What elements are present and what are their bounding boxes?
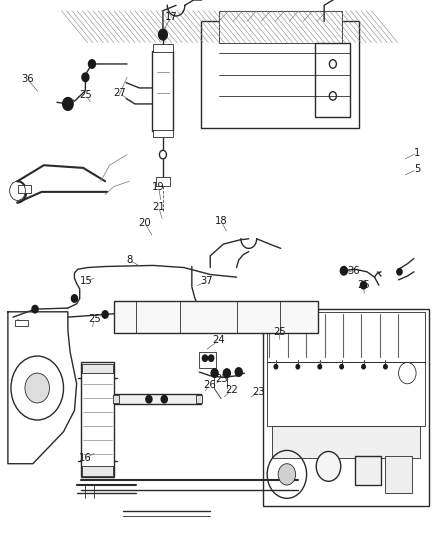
Text: 18: 18 [215, 216, 227, 226]
Bar [219, 11, 342, 43]
Circle shape [161, 395, 167, 403]
Text: 22: 22 [225, 385, 238, 395]
Bar [315, 43, 350, 117]
Bar [267, 362, 425, 426]
Text: 20: 20 [138, 218, 151, 228]
Circle shape [340, 365, 343, 369]
Bar [82, 364, 113, 373]
Bar [201, 21, 359, 128]
Circle shape [296, 365, 300, 369]
Bar [385, 456, 412, 493]
Circle shape [397, 269, 402, 275]
Circle shape [63, 98, 73, 110]
Circle shape [202, 355, 208, 361]
Bar [114, 394, 201, 404]
Text: 27: 27 [113, 88, 126, 98]
Bar [272, 426, 420, 458]
Bar [152, 51, 173, 131]
Text: 25: 25 [273, 327, 286, 336]
Circle shape [208, 355, 214, 361]
Text: 26: 26 [203, 380, 216, 390]
Text: 5: 5 [414, 165, 420, 174]
Bar [153, 130, 173, 137]
Circle shape [159, 150, 166, 159]
Text: 23: 23 [252, 387, 265, 397]
Text: 25: 25 [215, 375, 228, 384]
Circle shape [146, 395, 152, 403]
Circle shape [274, 365, 278, 369]
Text: 17: 17 [164, 12, 177, 22]
Text: 25: 25 [88, 314, 101, 324]
Circle shape [316, 451, 341, 481]
Circle shape [384, 365, 387, 369]
Bar [81, 362, 114, 477]
Circle shape [223, 369, 230, 377]
Text: 25: 25 [357, 280, 370, 290]
Text: 19: 19 [152, 182, 165, 191]
Circle shape [360, 281, 367, 289]
Circle shape [32, 305, 38, 313]
Circle shape [159, 29, 167, 40]
Bar [156, 177, 170, 186]
Circle shape [318, 365, 321, 369]
Bar [82, 466, 113, 476]
Bar [114, 301, 318, 333]
Circle shape [211, 369, 218, 377]
Bar [263, 309, 429, 506]
Text: 37: 37 [201, 277, 213, 286]
Text: 36: 36 [21, 74, 33, 84]
Bar [18, 185, 31, 193]
Circle shape [362, 365, 365, 369]
Bar [196, 395, 202, 403]
Circle shape [340, 266, 347, 275]
Circle shape [278, 464, 296, 485]
Circle shape [102, 311, 108, 318]
Bar [267, 312, 425, 362]
Text: 21: 21 [152, 202, 165, 212]
Circle shape [235, 368, 242, 376]
Text: 8: 8 [126, 255, 132, 265]
Circle shape [88, 60, 95, 68]
Text: 1: 1 [414, 148, 420, 158]
Bar [199, 352, 216, 368]
Text: 25: 25 [79, 90, 92, 100]
Circle shape [25, 373, 49, 403]
Text: 24: 24 [213, 335, 225, 345]
Text: 16: 16 [79, 454, 92, 463]
Bar [153, 44, 173, 52]
Circle shape [71, 295, 78, 302]
Text: 15: 15 [80, 277, 93, 286]
Bar [355, 456, 381, 485]
Bar [113, 395, 119, 403]
Text: 36: 36 [348, 266, 360, 276]
Bar [15, 320, 28, 326]
Circle shape [82, 73, 89, 82]
